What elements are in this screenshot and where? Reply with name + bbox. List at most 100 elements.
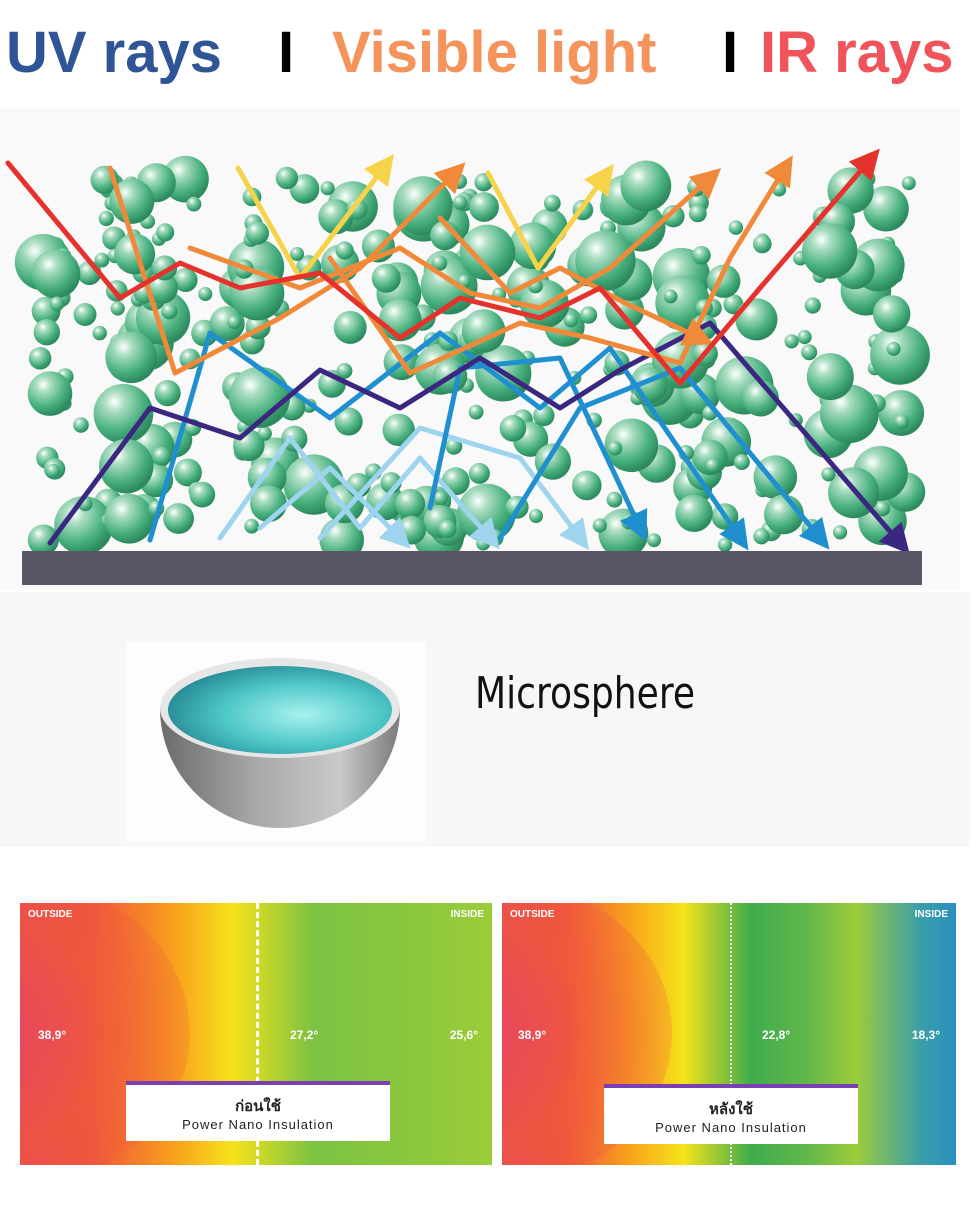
microsphere-particle — [275, 166, 299, 190]
microsphere-particle — [901, 176, 916, 191]
header-title: UV rays I Visible light I IR rays — [0, 18, 977, 88]
microsphere-particle — [575, 230, 636, 291]
microsphere-particle — [598, 508, 649, 559]
microsphere-particle — [438, 519, 457, 538]
microsphere-particle — [728, 220, 744, 235]
temp-outside: 38,9° — [518, 1028, 547, 1042]
microsphere-particle — [663, 289, 678, 304]
microsphere-particle — [662, 205, 685, 228]
purple-ray — [47, 320, 910, 555]
microsphere-particle — [336, 363, 353, 379]
microsphere-particle — [874, 500, 891, 517]
microsphere-particle — [73, 303, 97, 326]
ir-rays-label: IR rays — [760, 20, 954, 85]
microsphere-particle — [244, 518, 260, 534]
microsphere-particle — [801, 344, 818, 361]
microsphere-particle — [579, 306, 598, 324]
microsphere-particle — [104, 494, 154, 544]
caption-english: Power Nano Insulation — [182, 1117, 334, 1132]
microsphere-particle — [620, 160, 672, 212]
microsphere-particle — [186, 196, 202, 212]
microsphere-particle — [198, 287, 213, 301]
microsphere-particle — [873, 295, 911, 333]
ray-reflection-diagram — [0, 108, 960, 590]
temp-middle: 27,2° — [290, 1028, 319, 1042]
microsphere-particle — [154, 380, 181, 407]
microsphere-particle — [73, 417, 89, 433]
microsphere-particle — [647, 533, 661, 548]
microsphere-particle — [109, 178, 155, 224]
yellow-ray — [485, 163, 614, 271]
blue-ray — [497, 365, 830, 550]
temp-outside: 38,9° — [38, 1028, 67, 1042]
microsphere-particle — [257, 426, 272, 441]
divider-line — [256, 903, 259, 1165]
microsphere-particle — [333, 310, 367, 344]
caption-thai: หลังใช้ — [709, 1101, 753, 1118]
microsphere-particle — [543, 194, 561, 212]
microsphere-particle — [209, 306, 245, 342]
red-ray — [5, 148, 880, 386]
microsphere-particle — [499, 415, 527, 442]
microsphere-particle — [563, 313, 578, 328]
microsphere-particle — [227, 315, 242, 330]
divider-line — [730, 903, 732, 1165]
microsphere-particle — [821, 467, 836, 482]
microsphere-particle — [110, 301, 125, 316]
temp-middle: 22,8° — [762, 1028, 791, 1042]
microsphere-particle — [433, 491, 448, 506]
microsphere-particle — [228, 366, 291, 428]
microsphere-particle — [894, 414, 910, 430]
visible-light-label: Visible light — [332, 20, 657, 85]
light-blue-ray — [257, 465, 411, 549]
microsphere-particle — [290, 247, 305, 261]
microsphere-particle — [533, 404, 555, 427]
microsphere-particle — [733, 454, 750, 470]
microsphere-particle — [27, 524, 59, 556]
microsphere-particle — [529, 509, 543, 523]
caption-english: Power Nano Insulation — [655, 1120, 807, 1135]
microsphere-particle — [49, 296, 65, 312]
surface-substrate — [22, 551, 922, 585]
microsphere-particle — [459, 224, 516, 281]
microsphere-particle — [92, 325, 107, 341]
microsphere-particle — [806, 353, 854, 401]
microsphere-particle — [870, 324, 930, 385]
microsphere-particle — [735, 298, 778, 341]
caption-box: ก่อนใช้ Power Nano Insulation — [126, 1081, 390, 1141]
microsphere-particle — [54, 496, 113, 555]
thermal-image-before: OUTSIDE INSIDE 38,9° 27,2° 25,6° ก่อนใช้… — [20, 903, 492, 1165]
microsphere-particle — [431, 255, 448, 271]
orange-ray — [107, 162, 466, 376]
microsphere-particle — [453, 195, 468, 210]
microsphere-particle — [592, 518, 607, 533]
microsphere-particle — [397, 515, 426, 545]
orange-ray — [187, 167, 722, 311]
outside-label: OUTSIDE — [510, 909, 555, 920]
temp-inside: 18,3° — [911, 1028, 940, 1042]
microsphere-particle — [245, 221, 269, 245]
microsphere-bowl-icon — [160, 658, 400, 828]
microsphere-particle — [468, 462, 490, 484]
microsphere-particle — [753, 455, 798, 499]
microsphere-particle — [395, 488, 426, 519]
blue-ray — [147, 330, 749, 551]
microsphere-particle — [797, 330, 812, 345]
microsphere-particle — [607, 441, 623, 456]
microsphere-particle — [98, 210, 114, 227]
microsphere-particle — [189, 481, 216, 508]
microsphere-particle — [173, 268, 198, 292]
microsphere-particle — [717, 537, 733, 552]
microsphere-particle — [27, 371, 73, 416]
microsphere-particle — [469, 192, 499, 222]
microsphere-particle — [382, 413, 415, 447]
microsphere-particle — [371, 263, 401, 293]
microsphere-particle — [105, 331, 157, 384]
microsphere-particle — [346, 198, 368, 220]
light-blue-ray — [317, 425, 589, 550]
microsphere-label: Microsphere — [475, 668, 696, 719]
blue-ray — [427, 355, 648, 542]
inside-label: INSIDE — [914, 909, 948, 920]
microsphere-particle — [802, 223, 858, 279]
microsphere-particle — [692, 246, 711, 265]
